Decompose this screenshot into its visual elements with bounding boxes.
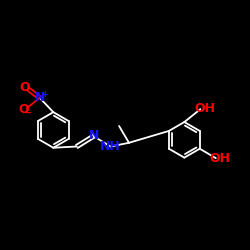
Text: +: + (41, 90, 48, 99)
Text: OH: OH (194, 102, 215, 115)
Text: O: O (18, 103, 29, 116)
Text: N: N (35, 91, 46, 104)
Text: O: O (19, 81, 30, 94)
Text: NH: NH (100, 140, 121, 153)
Text: N: N (89, 129, 99, 142)
Text: −: − (24, 108, 32, 118)
Text: OH: OH (210, 152, 231, 165)
